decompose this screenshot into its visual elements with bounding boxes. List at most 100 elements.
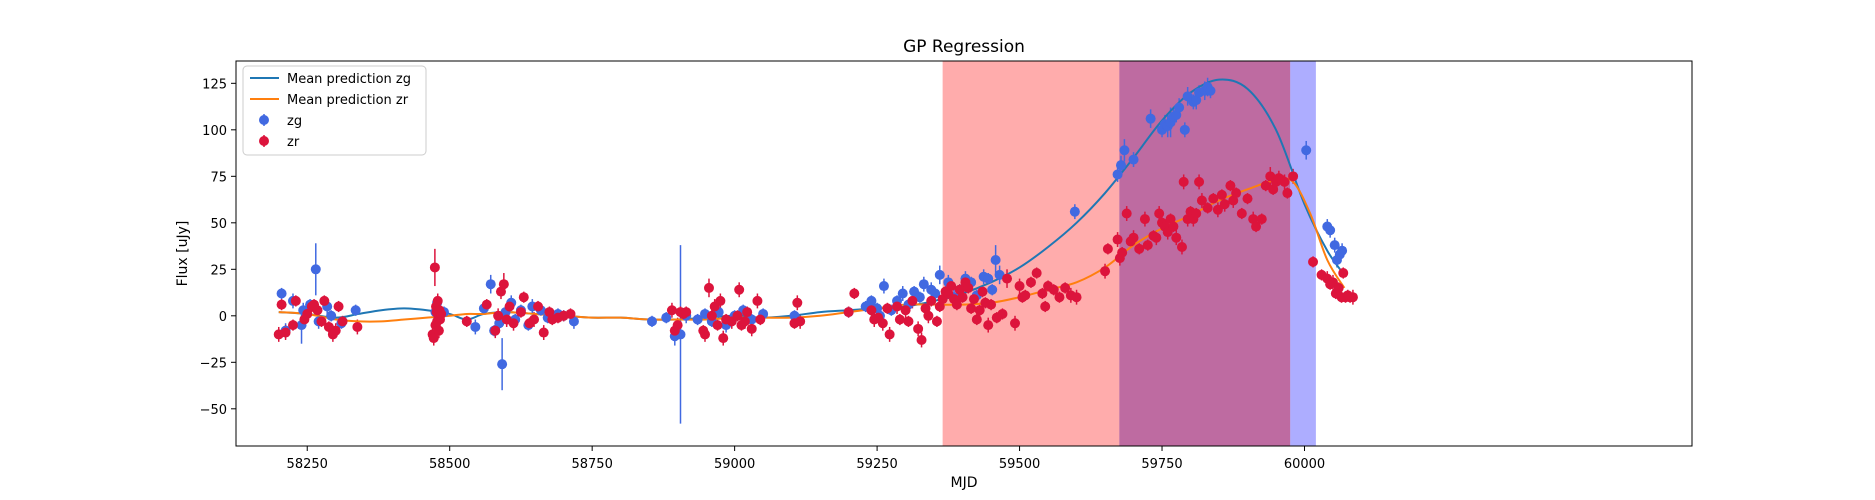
point-zr-159 — [1194, 176, 1205, 187]
point-zr-39 — [508, 318, 519, 329]
point-zr-195 — [1347, 292, 1358, 303]
y-tick-label: 75 — [210, 170, 227, 185]
point-zg-77 — [1119, 145, 1130, 156]
point-zg-98 — [1329, 240, 1340, 251]
chart-title: GP Regression — [903, 37, 1025, 57]
point-zr-64 — [718, 333, 729, 344]
point-zg-55 — [897, 288, 908, 299]
y-axis-label: Flux [uJy] — [175, 221, 191, 287]
y-axis: −50 −25 0 25 50 75 100 125 — [200, 77, 236, 418]
point-zr-168 — [1231, 188, 1242, 199]
legend-swatch-marker — [259, 136, 269, 146]
point-zg-11 — [350, 305, 361, 316]
shaded-region-2 — [1119, 61, 1291, 446]
point-zr-111 — [974, 305, 985, 316]
plot-frame — [235, 60, 1693, 447]
point-zr-86 — [892, 301, 903, 312]
point-zr-25 — [432, 295, 443, 306]
point-zg-20 — [497, 359, 508, 370]
point-zr-172 — [1251, 221, 1262, 232]
point-zr-158 — [1191, 208, 1202, 219]
point-zr-128 — [1048, 284, 1059, 295]
legend-entry-zg-points: zg — [259, 114, 302, 129]
point-zr-183 — [1308, 256, 1319, 267]
point-zr-122 — [1020, 290, 1031, 301]
point-zr-112 — [977, 286, 988, 297]
point-zr-45 — [538, 327, 549, 338]
shaded-region-1 — [942, 61, 1120, 446]
point-zr-72 — [746, 323, 757, 334]
point-zr-169 — [1236, 208, 1247, 219]
point-zr-166 — [1225, 180, 1236, 191]
x-tick-label: 58500 — [429, 457, 470, 472]
point-zr-84 — [882, 303, 893, 314]
point-zr-143 — [1142, 240, 1153, 251]
x-axis-label: MJD — [951, 475, 978, 491]
point-zr-59 — [703, 282, 714, 293]
point-zg-62 — [934, 269, 945, 280]
point-zr-152 — [1171, 232, 1182, 243]
point-zr-16 — [337, 316, 348, 327]
point-zr-43 — [529, 314, 540, 325]
point-zr-123 — [1025, 277, 1036, 288]
point-zr-44 — [533, 301, 544, 312]
point-zr-80 — [866, 305, 877, 316]
point-zr-154 — [1178, 176, 1189, 187]
point-zr-133 — [1100, 266, 1111, 277]
point-zr-4 — [290, 295, 301, 306]
point-zr-30 — [436, 308, 447, 319]
point-zr-77 — [795, 316, 806, 327]
legend-label: Mean prediction zr — [287, 93, 409, 108]
point-zr-137 — [1117, 247, 1128, 258]
legend-label: zg — [287, 114, 302, 129]
point-zr-124 — [1031, 268, 1042, 279]
point-zr-19 — [428, 333, 439, 344]
point-zr-165 — [1219, 199, 1230, 210]
point-zr-109 — [968, 294, 979, 305]
point-zr-108 — [966, 303, 977, 314]
point-zg-73 — [994, 269, 1005, 280]
point-zr-140 — [1128, 232, 1139, 243]
point-zg-52 — [878, 281, 889, 292]
point-zg-87 — [1179, 124, 1190, 135]
point-zr-89 — [903, 316, 914, 327]
point-zr-191 — [1338, 268, 1349, 279]
point-zr-53 — [672, 320, 683, 331]
point-zr-91 — [913, 323, 924, 334]
point-zr-151 — [1168, 221, 1179, 232]
point-zg-71 — [987, 284, 998, 295]
point-zr-94 — [923, 310, 934, 321]
point-zr-153 — [1176, 241, 1187, 252]
legend-label: Mean prediction zg — [287, 72, 411, 87]
point-zg-33 — [661, 312, 672, 323]
point-zr-173 — [1256, 214, 1267, 225]
point-zr-117 — [997, 308, 1008, 319]
point-zg-101 — [1337, 245, 1348, 256]
point-zr-2 — [280, 327, 291, 338]
point-zg-75 — [1112, 169, 1123, 180]
point-zr-74 — [755, 314, 766, 325]
point-zr-67 — [732, 310, 743, 321]
point-zr-115 — [986, 299, 997, 310]
point-zg-58 — [914, 292, 925, 303]
x-tick-label: 58250 — [287, 457, 328, 472]
point-zr-174 — [1260, 180, 1271, 191]
point-zg-32 — [647, 316, 657, 327]
x-tick-label: 60000 — [1284, 457, 1325, 472]
point-zr-40 — [515, 307, 526, 318]
legend-label: zr — [287, 135, 300, 150]
x-tick-label: 59750 — [1141, 457, 1182, 472]
point-zr-31 — [461, 316, 472, 327]
point-zr-125 — [1037, 288, 1048, 299]
legend: Mean prediction zg Mean prediction zr zg zr — [242, 65, 427, 156]
point-zr-41 — [518, 292, 529, 303]
point-zr-142 — [1139, 214, 1150, 225]
point-zr-73 — [752, 295, 763, 306]
point-zr-88 — [900, 305, 911, 316]
point-zr-36 — [498, 279, 509, 290]
point-zr-71 — [742, 307, 753, 318]
point-zr-78 — [843, 307, 854, 318]
shaded-regions — [942, 61, 1316, 446]
x-tick-label: 58750 — [571, 457, 612, 472]
point-zr-10 — [316, 316, 327, 327]
